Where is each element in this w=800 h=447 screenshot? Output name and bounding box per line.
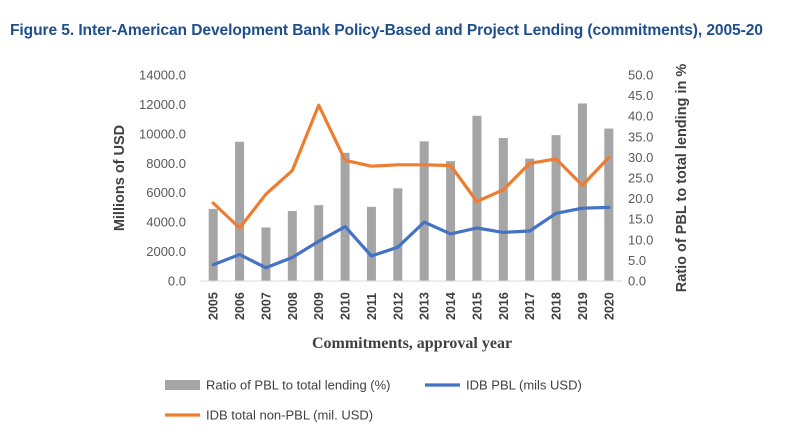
y2-tick-label: 5.0 [628,253,646,268]
y2-tick-label: 25.0 [628,171,653,186]
bar-2014 [446,161,456,281]
y-tick-label: 14000.0 [139,68,186,83]
x-tick-label: 2005 [207,292,221,320]
x-tick-label: 2008 [286,292,300,320]
y2-tick-label: 45.0 [628,88,653,103]
x-axis-ticks: 2005 2006 2007 2008 2009 2010 2011 2012 2013 2014… [207,292,617,320]
x-tick-label: 2018 [550,292,564,320]
x-tick-label: 2016 [497,292,511,320]
bar-2012 [393,188,403,281]
right-axis-ticks: 0.0 5.0 10.0 15.0 20.0 25.0 30.0 35.0 40.0 45.0 50… [628,68,653,289]
figure-title: Figure 5. Inter-American Development Ban… [10,22,763,39]
y2-tick-label: 35.0 [628,129,653,144]
legend-label: IDB PBL (mils USD) [466,378,582,393]
x-tick-label: 2006 [233,292,247,320]
bar-2010 [340,152,350,281]
y2-tick-label: 30.0 [628,150,653,165]
x-tick-label: 2012 [391,292,405,320]
idb-pbl-line [211,205,611,270]
x-tick-label: 2013 [418,292,432,320]
y2-tick-label: 10.0 [628,232,653,247]
bar-2006 [235,141,245,281]
y2-tick-label: 0.0 [628,274,646,289]
legend-label: Ratio of PBL to total lending (%) [206,378,391,393]
y2-tick-label: 20.0 [628,191,653,206]
legend-swatch-bar [165,380,200,390]
legend-label: IDB total non-PBL (mil. USD) [206,408,373,423]
y-tick-label: 4000.0 [146,215,186,230]
x-axis-title: Commitments, approval year [312,335,512,352]
bar-2020 [604,128,614,281]
y2-tick-label: 40.0 [628,109,653,124]
y-tick-label: 8000.0 [146,156,186,171]
y-tick-label: 12000.0 [139,97,186,112]
idb-non-pbl-line [211,103,611,230]
x-tick-label: 2019 [576,292,590,320]
bar-2005 [208,208,218,281]
y2-tick-label: 15.0 [628,212,653,227]
y-tick-label: 10000.0 [139,126,186,141]
bar-2008 [287,210,297,281]
bar-2017 [525,158,535,281]
y-axis-title: Millions of USD [112,125,128,231]
bar-2018 [551,135,561,281]
x-tick-label: 2007 [259,292,273,320]
bar-2007 [261,227,271,281]
y-tick-label: 6000.0 [146,185,186,200]
y2-axis-title: Ratio of PBL to total lending in % [674,64,690,293]
bar-2015 [472,115,482,282]
bar-2011 [366,206,376,281]
bar-2013 [419,141,429,281]
bar-2016 [498,138,508,281]
x-tick-label: 2011 [365,293,379,320]
y2-tick-label: 50.0 [628,68,653,83]
left-axis-ticks: 0.0 2000.0 4000.0 6000.0 8000.0 10000.0 12000.… [139,68,186,289]
x-tick-label: 2017 [523,292,537,320]
x-tick-label: 2010 [339,292,353,320]
bar-2019 [577,103,587,281]
x-tick-label: 2015 [470,292,484,320]
line-series [211,103,611,270]
legend: Ratio of PBL to total lending (%) IDB PBL… [165,378,582,423]
x-tick-label: 2020 [602,292,616,320]
x-tick-label: 2009 [312,292,326,320]
y-tick-label: 0.0 [168,274,186,289]
y-tick-label: 2000.0 [146,244,186,259]
x-tick-label: 2014 [444,292,458,320]
